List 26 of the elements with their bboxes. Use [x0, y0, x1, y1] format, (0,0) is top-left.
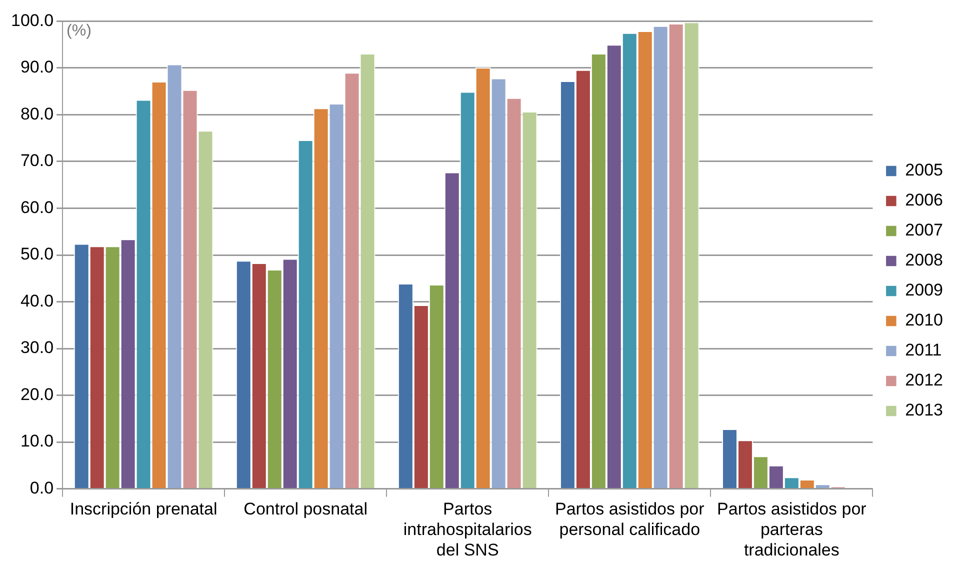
y-tick-label: 30.0	[20, 338, 54, 358]
y-tick-label: 90.0	[20, 58, 54, 77]
legend-label: 2007	[905, 220, 944, 240]
x-tick-label: Control posnatal	[244, 500, 368, 519]
x-tick-label: Inscripción prenatal	[70, 500, 218, 519]
y-tick-label: 100.0	[10, 10, 54, 30]
y-tick-label: 20.0	[20, 384, 54, 404]
y-tick-label: 60.0	[20, 198, 54, 217]
legend-label: 2010	[905, 310, 944, 330]
legend-label: 2009	[905, 280, 944, 300]
legend-label: 2005	[905, 160, 944, 180]
y-tick-label: 10.0	[20, 432, 54, 451]
y-tick-label: 50.0	[20, 244, 54, 264]
y-tick-label: 80.0	[20, 104, 54, 124]
x-tick-label: Partos asistidos por parteras tradicionales	[717, 500, 867, 560]
legend-label: 2011	[905, 340, 942, 360]
legend-label: 2008	[905, 250, 944, 270]
y-tick-label: 70.0	[20, 151, 54, 170]
legend-label: 2013	[905, 400, 944, 420]
y-tick-label: 40.0	[20, 291, 54, 310]
x-tick-label: Partos asistidos por personal calificado	[554, 500, 705, 540]
legend-label: 2012	[905, 370, 944, 390]
legend-label: 2006	[905, 190, 944, 210]
y-tick-label: 0.0	[30, 478, 54, 498]
x-tick-label: Partos intrahospitalarios del SNS	[403, 500, 532, 560]
y-axis-title: (%)	[66, 22, 92, 40]
